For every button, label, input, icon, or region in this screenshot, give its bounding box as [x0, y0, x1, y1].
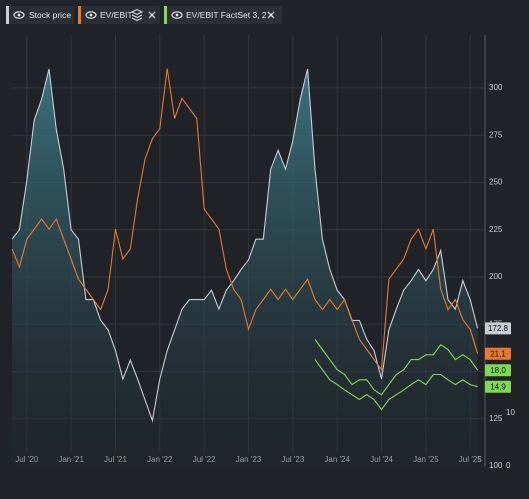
- value-label: 18,0: [490, 366, 506, 375]
- close-icon[interactable]: [267, 11, 275, 19]
- eye-icon: [175, 13, 179, 17]
- value-label: 14,9: [490, 382, 506, 391]
- legend-swatch: [6, 6, 9, 24]
- y-tick-label: 300: [489, 83, 503, 92]
- value-label-box: [485, 347, 511, 360]
- plot: 100125150175200225250275300010Jul '20Jan…: [11, 35, 515, 470]
- line: [314, 339, 479, 396]
- legend-label: Stock price: [29, 10, 71, 20]
- value-label-box: [485, 364, 511, 377]
- y-tick-label: 225: [489, 225, 503, 234]
- legend-label: EV/EBIT: [100, 10, 133, 20]
- legend-label: EV/EBIT FactSet 3, 2: [186, 10, 267, 20]
- eye-icon: [17, 13, 21, 17]
- area: [12, 69, 478, 466]
- eye-icon: [89, 13, 93, 17]
- y-tick-label: 100: [489, 461, 503, 470]
- eye-icon[interactable]: [171, 11, 183, 19]
- y-tick-label: 200: [489, 272, 503, 281]
- y-tick-label: 125: [489, 414, 503, 423]
- value-label: 172.8: [488, 324, 509, 333]
- legend-chip[interactable]: [6, 6, 74, 24]
- legend-chip[interactable]: [164, 6, 282, 24]
- value-label-box: [485, 322, 511, 335]
- eye-icon[interactable]: [13, 11, 25, 19]
- legend-swatch: [78, 6, 81, 24]
- line: [11, 68, 479, 423]
- y2-tick-label: 10: [506, 408, 515, 417]
- legend-swatch: [164, 6, 167, 24]
- line: [314, 359, 478, 411]
- value-label: 21,1: [490, 349, 506, 358]
- value-label-box: [485, 380, 511, 393]
- close-icon[interactable]: [148, 11, 156, 19]
- y-tick-label: 250: [489, 178, 503, 187]
- y-tick-label: 275: [489, 130, 503, 139]
- y2-tick-label: 0: [506, 461, 511, 470]
- line: [11, 68, 479, 372]
- layers-icon[interactable]: [130, 8, 144, 22]
- legend: Stock price EV/EBIT EV/EBIT FactSet 3, 2: [6, 6, 282, 24]
- eye-icon[interactable]: [85, 11, 97, 19]
